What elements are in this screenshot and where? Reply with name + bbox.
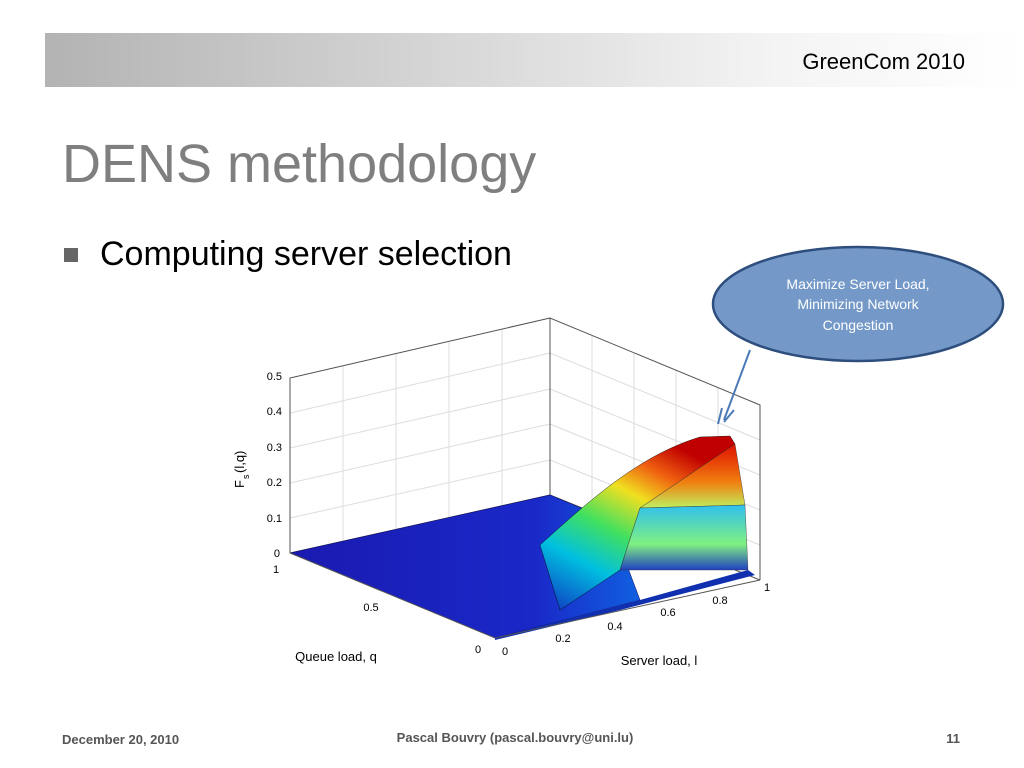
z-tick-label: 0.4 (267, 406, 282, 418)
x-tick-label: 1 (764, 582, 770, 594)
z-label-args: (l,q) (232, 451, 247, 473)
z-tick-label: 0.3 (267, 442, 282, 454)
z-tick-label: 0.2 (267, 477, 282, 489)
header-bar (45, 33, 1024, 87)
callout-arrow (717, 349, 751, 425)
x-tick-label: 0 (502, 646, 508, 658)
surface-plot (289, 317, 761, 640)
x-tick-label: 0.8 (712, 595, 727, 607)
z-tick-label: 0.5 (267, 371, 282, 383)
x-tick-label: 0.4 (607, 621, 622, 633)
callout-line: Congestion (823, 317, 894, 333)
footer-author: Pascal Bouvry (pascal.bouvry@uni.lu) (397, 730, 634, 745)
bullet-marker (64, 248, 78, 262)
bullet-text: Computing server selection (100, 235, 512, 273)
header-event: GreenCom 2010 (802, 49, 965, 74)
footer-date: December 20, 2010 (62, 732, 179, 747)
callout-line: Maximize Server Load, (786, 276, 929, 292)
x-tick-label: 0.6 (660, 607, 675, 619)
callout-line: Minimizing Network (797, 296, 919, 312)
footer-page: 11 (946, 731, 960, 746)
callout-bubble (711, 245, 1005, 363)
z-axis-label: F s (l,q) (232, 451, 251, 488)
z-label-main: F (232, 480, 247, 488)
y-tick-label: 0 (475, 644, 481, 656)
y-tick-label: 0.5 (363, 602, 378, 614)
z-tick-label: 0.1 (267, 513, 282, 525)
x-tick-label: 0.2 (555, 633, 570, 645)
y-tick-label: 1 (273, 564, 279, 576)
y-axis-label: Queue load, q (295, 649, 377, 664)
x-axis-label: Server load, l (621, 653, 698, 668)
z-tick-label: 0 (274, 548, 280, 560)
slide-title: DENS methodology (62, 134, 536, 194)
z-label-sub: s (241, 474, 251, 479)
